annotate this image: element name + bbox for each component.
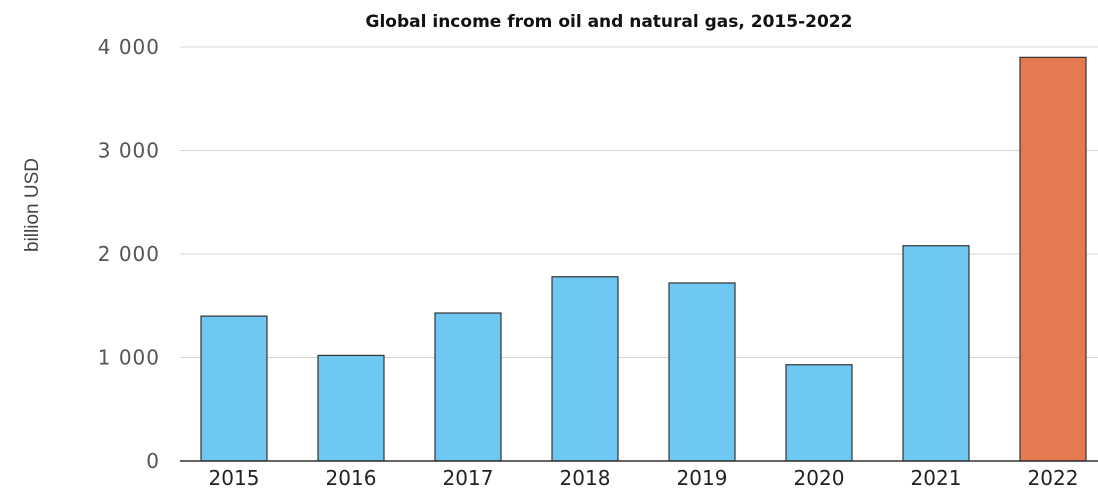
x-tick-label: 2019 — [677, 466, 728, 487]
y-tick-label: 1 000 — [98, 346, 160, 370]
y-axis-ticks: 0 1 000 2 000 3 000 4 000 — [98, 35, 160, 473]
bar-2022 — [1019, 56, 1087, 462]
y-tick-label: 4 000 — [98, 35, 160, 59]
y-tick-label: 2 000 — [98, 242, 160, 266]
y-tick-label: 3 000 — [98, 139, 160, 163]
bar-2017 — [434, 312, 502, 462]
y-tick-label: 0 — [146, 449, 160, 473]
x-tick-label: 2020 — [794, 466, 845, 487]
x-tick-label: 2022 — [1028, 466, 1079, 487]
x-tick-label: 2016 — [326, 466, 377, 487]
bar-2021 — [902, 245, 970, 462]
chart-title: Global income from oil and natural gas, … — [366, 12, 853, 32]
x-axis-ticks: 2015 2016 2017 2018 2019 2020 2021 2022 — [209, 466, 1079, 490]
bar-2016 — [317, 354, 385, 462]
bar-2020 — [785, 364, 853, 462]
x-tick-label: 2015 — [209, 466, 260, 487]
x-tick-label: 2018 — [560, 466, 611, 487]
x-tick-label: 2017 — [443, 466, 494, 487]
y-axis-label: billion USD — [22, 158, 43, 252]
x-tick-label: 2021 — [911, 466, 962, 487]
bar-2015 — [200, 315, 268, 462]
bar-2019 — [668, 282, 736, 462]
bar-2018 — [551, 276, 619, 462]
bars — [200, 56, 1087, 462]
